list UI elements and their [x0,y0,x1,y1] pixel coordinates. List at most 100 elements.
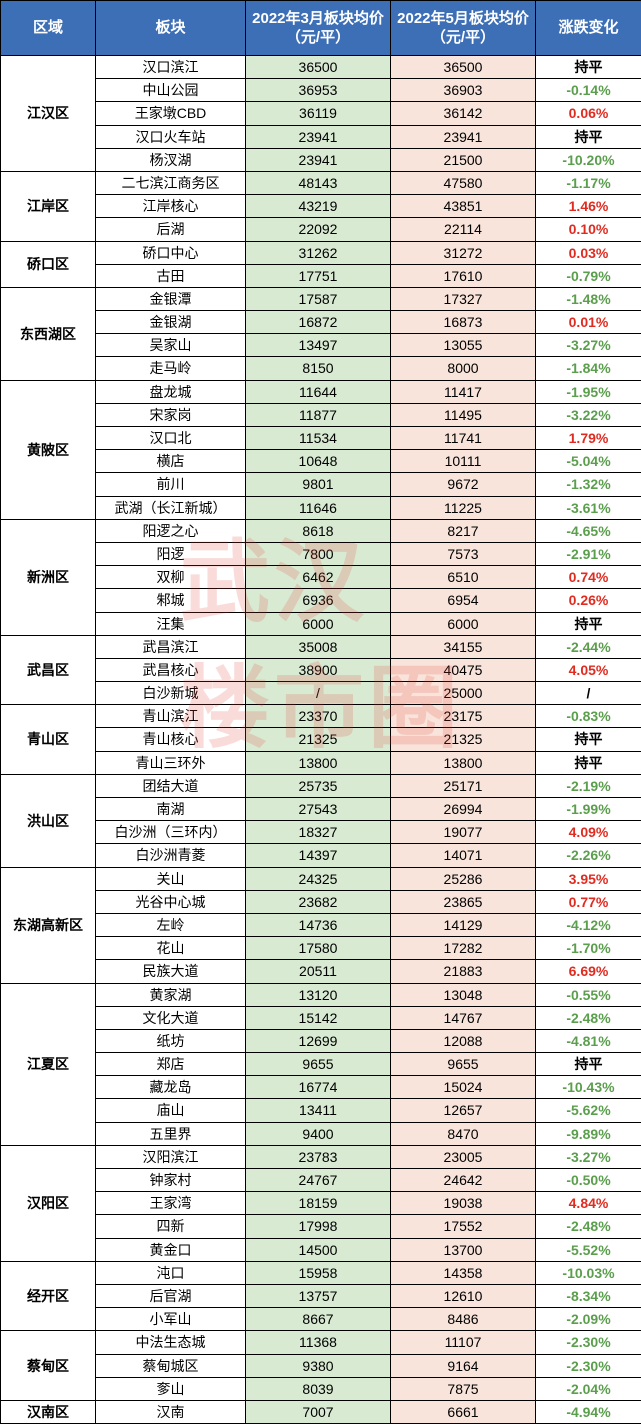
table-row: 庙山1341112657-5.62% [1,1099,641,1122]
may-cell: 25171 [391,774,536,797]
table-row: 双柳646265100.74% [1,566,641,589]
table-row: 阳逻78007573-2.91% [1,542,641,565]
area-cell: 盘龙城 [96,380,246,403]
march-cell: 6936 [246,589,391,612]
march-cell: 17580 [246,937,391,960]
may-cell: 25286 [391,867,536,890]
march-cell: 14397 [246,844,391,867]
region-cell: 经开区 [1,1261,96,1331]
header-row: 区域 板块 2022年3月板块均价（元/平） 2022年5月板块均价（元/平） … [1,1,641,56]
march-cell: 9400 [246,1122,391,1145]
table-row: 汉阳区汉阳滨江2378323005-3.27% [1,1145,641,1168]
change-cell: -0.79% [536,264,641,287]
change-cell: -4.94% [536,1400,641,1423]
table-row: 汉南区汉南70076661-4.94% [1,1400,641,1423]
may-cell: 13800 [391,751,536,774]
table-row: 汉口火车站2394123941持平 [1,125,641,148]
area-cell: 蔡甸城区 [96,1354,246,1377]
area-cell: 走马岭 [96,357,246,380]
area-cell: 杨汊湖 [96,148,246,171]
march-cell: 6462 [246,566,391,589]
table-row: 藏龙岛1677415024-10.43% [1,1076,641,1099]
area-cell: 中法生态城 [96,1331,246,1354]
table-row: 汪集60006000持平 [1,612,641,635]
area-cell: 汉阳滨江 [96,1145,246,1168]
may-cell: 9655 [391,1053,536,1076]
table-row: 文化大道1514214767-2.48% [1,1006,641,1029]
region-cell: 洪山区 [1,774,96,867]
march-cell: 23370 [246,705,391,728]
march-cell: 8039 [246,1377,391,1400]
table-row: 后湖22092221140.10% [1,218,641,241]
table-row: 江夏区黄家湖1312013048-0.55% [1,983,641,1006]
march-cell: 24325 [246,867,391,890]
area-cell: 钟家村 [96,1169,246,1192]
change-cell: -1.17% [536,171,641,194]
area-cell: 武昌核心 [96,658,246,681]
change-cell: 0.10% [536,218,641,241]
march-cell: 13120 [246,983,391,1006]
table-row: 江岸核心43219438511.46% [1,195,641,218]
march-cell: 27543 [246,798,391,821]
region-cell: 江汉区 [1,56,96,172]
change-cell: -1.70% [536,937,641,960]
area-cell: 南湖 [96,798,246,821]
march-cell: 17998 [246,1215,391,1238]
may-cell: 16873 [391,311,536,334]
march-cell: 16774 [246,1076,391,1099]
area-cell: 汉口滨江 [96,56,246,79]
area-cell: 小军山 [96,1308,246,1331]
change-cell: -1.48% [536,287,641,310]
march-cell: 9801 [246,473,391,496]
march-cell: 11644 [246,380,391,403]
may-cell: 6510 [391,566,536,589]
march-cell: 22092 [246,218,391,241]
change-cell: -2.04% [536,1377,641,1400]
march-cell: 48143 [246,171,391,194]
may-cell: 31272 [391,241,536,264]
table-row: 白沙洲（三环内）18327190774.09% [1,821,641,844]
may-cell: 23941 [391,125,536,148]
table-row: 花山1758017282-1.70% [1,937,641,960]
region-cell: 汉阳区 [1,1145,96,1261]
area-cell: 汉口火车站 [96,125,246,148]
area-cell: 青山三环外 [96,751,246,774]
area-cell: 宋家岗 [96,403,246,426]
march-cell: 23682 [246,890,391,913]
march-cell: 17751 [246,264,391,287]
may-cell: 40475 [391,658,536,681]
region-cell: 黄陂区 [1,380,96,519]
change-cell: -1.95% [536,380,641,403]
change-cell: 0.06% [536,102,641,125]
march-cell: 11877 [246,403,391,426]
region-cell: 东湖高新区 [1,867,96,983]
march-cell: 7800 [246,542,391,565]
area-cell: 花山 [96,937,246,960]
table-row: 白沙洲青菱1439714071-2.26% [1,844,641,867]
change-cell: 0.01% [536,311,641,334]
may-cell: 17610 [391,264,536,287]
may-cell: 10111 [391,450,536,473]
table-container: 武汉 楼市圈 区域 板块 2022年3月板块均价（元/平） 2022年5月板块均… [0,0,641,1424]
march-cell: 7007 [246,1400,391,1423]
may-cell: 21325 [391,728,536,751]
area-cell: 团结大道 [96,774,246,797]
may-cell: 9164 [391,1354,536,1377]
march-cell: 15958 [246,1261,391,1284]
change-cell: -2.30% [536,1354,641,1377]
table-row: 青山三环外1380013800持平 [1,751,641,774]
may-cell: 11741 [391,427,536,450]
area-cell: 白沙洲（三环内） [96,821,246,844]
area-cell: 二七滨江商务区 [96,171,246,194]
change-cell: 1.79% [536,427,641,450]
table-row: 东西湖区金银潭1758717327-1.48% [1,287,641,310]
may-cell: 11107 [391,1331,536,1354]
area-cell: 纸坊 [96,1029,246,1052]
area-cell: 四新 [96,1215,246,1238]
may-cell: 14767 [391,1006,536,1029]
march-cell: 12699 [246,1029,391,1052]
area-cell: 关山 [96,867,246,890]
may-cell: 23005 [391,1145,536,1168]
may-cell: 43851 [391,195,536,218]
change-cell: -0.83% [536,705,641,728]
